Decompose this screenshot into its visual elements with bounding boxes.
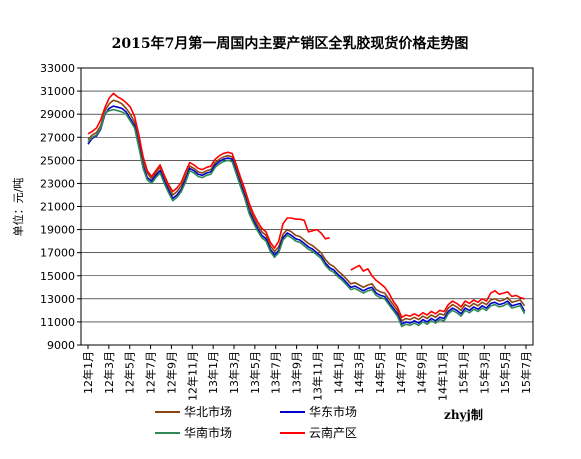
series-line — [87, 92, 330, 249]
y-tick-label: 31000 — [40, 85, 75, 98]
x-tick-label: 15年3月 — [477, 351, 491, 394]
x-axis-ticks: 12年1月 12年3月 12年5月 12年7月 12年9月 12年11月 13年1月 13年3… — [81, 345, 533, 401]
x-tick-label: 12年5月 — [123, 351, 137, 394]
x-tick-label: 13年9月 — [290, 351, 304, 394]
y-tick-label: 15000 — [40, 270, 75, 283]
legend-label: 华北市场 — [184, 404, 232, 419]
x-tick-label: 13年3月 — [227, 351, 241, 394]
y-tick-label: 17000 — [40, 247, 75, 260]
y-tick-label: 21000 — [40, 201, 75, 214]
series-line — [350, 264, 525, 319]
x-tick-label: 14年5月 — [373, 351, 387, 394]
x-tick-label: 14年11月 — [436, 351, 450, 401]
grid-lines — [81, 90, 533, 323]
series-line — [87, 108, 526, 328]
y-tick-label: 25000 — [40, 154, 75, 167]
y-axis-ticks: 9000 11000 13000 15000 17000 19000 21000 23000 2… — [40, 62, 81, 352]
series-line — [87, 105, 526, 325]
y-axis-label: 单位：元/吨 — [11, 178, 25, 237]
x-tick-label: 12年11月 — [185, 351, 199, 401]
y-tick-label: 9000 — [47, 339, 75, 352]
x-tick-label: 14年1月 — [331, 351, 345, 394]
series-lines — [87, 92, 526, 328]
legend-label: 华东市场 — [309, 404, 357, 419]
y-tick-label: 27000 — [40, 131, 75, 144]
legend-label: 华南市场 — [184, 425, 232, 440]
y-tick-label: 33000 — [40, 62, 75, 75]
x-tick-label: 12年3月 — [102, 351, 116, 394]
x-tick-label: 13年1月 — [206, 351, 220, 394]
x-tick-label: 12年1月 — [81, 351, 95, 394]
x-tick-label: 12年7月 — [144, 351, 158, 394]
credit-text: zhyj制 — [444, 407, 483, 422]
y-tick-label: 23000 — [40, 177, 75, 190]
x-tick-label: 15年1月 — [456, 351, 470, 394]
x-tick-label: 13年5月 — [248, 351, 262, 394]
legend-label: 云南产区 — [309, 425, 357, 440]
y-tick-label: 13000 — [40, 293, 75, 306]
x-tick-label: 13年7月 — [269, 351, 283, 394]
x-tick-label: 15年5月 — [498, 351, 512, 394]
series-line — [87, 99, 526, 322]
x-tick-label: 15年7月 — [519, 351, 533, 394]
x-tick-label: 14年7月 — [394, 351, 408, 394]
y-tick-label: 11000 — [40, 316, 75, 329]
y-tick-label: 29000 — [40, 108, 75, 121]
x-tick-label: 12年9月 — [164, 351, 178, 394]
x-tick-label: 14年9月 — [415, 351, 429, 394]
x-tick-label: 14年3月 — [352, 351, 366, 394]
y-tick-label: 19000 — [40, 224, 75, 237]
chart-title: 2015年7月第一周国内主要产销区全乳胶现货价格走势图 — [112, 35, 469, 52]
x-tick-label: 13年11月 — [310, 351, 324, 401]
